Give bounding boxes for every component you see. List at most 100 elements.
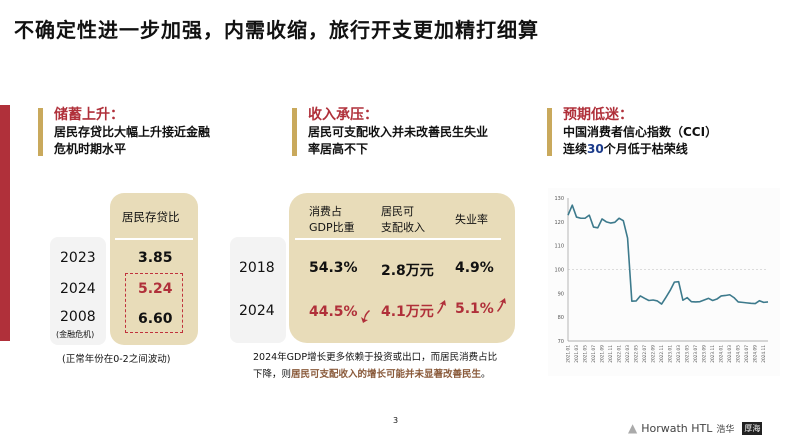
logo-brand: Horwath HTL xyxy=(641,421,713,435)
footnote-line: 2024年GDP增长更多依赖于投资或出口，而居民消费占比 xyxy=(253,352,498,363)
year-column: 2018 2024 xyxy=(230,237,286,343)
subtitle-line: 危机时期水平 xyxy=(54,142,127,156)
expectation-heading: 预期低迷： xyxy=(563,107,633,123)
header-line: 支配收入 xyxy=(381,221,425,234)
y-tick-label: 90 xyxy=(558,291,564,297)
x-tick-label: 2021.03 xyxy=(574,345,580,363)
year-note: (金融危机) xyxy=(56,330,95,339)
arrow-up-icon xyxy=(496,298,506,312)
subtitle-line: 率居高不下 xyxy=(308,142,369,156)
x-tick-label: 2022.03 xyxy=(625,345,631,363)
gold-bar xyxy=(547,108,552,156)
x-tick-label: 2023.11 xyxy=(710,345,716,363)
y-tick-label: 110 xyxy=(554,244,564,250)
subtitle-line: 居民存贷比大幅上升接近金融 xyxy=(54,125,211,139)
x-tick-label: 2022.07 xyxy=(642,345,648,363)
year: 2023 xyxy=(60,250,96,266)
y-tick-label: 100 xyxy=(554,268,564,274)
income-subtitle: 居民可支配收入并未改善民生失业 率居高不下 xyxy=(308,124,488,158)
x-tick-label: 2023.09 xyxy=(702,345,708,363)
x-tick-label: 2021.09 xyxy=(600,345,606,363)
logo-chinese: 浩华 xyxy=(716,424,735,435)
income-heading: 收入承压： xyxy=(308,107,378,123)
subtitle-text: 个月低于枯荣线 xyxy=(603,142,688,156)
arrow-down-icon xyxy=(360,310,370,323)
ratio-value: 6.60 xyxy=(138,311,173,327)
expectation-subtitle: 中国消费者信心指数（CCI） 连续30个月低于枯荣线 xyxy=(563,124,717,158)
income-value: 4.1万元 xyxy=(381,304,434,320)
accent-bar xyxy=(0,105,10,341)
y-tick-label: 120 xyxy=(554,220,564,226)
unemployment-2024: 5.1% xyxy=(455,298,507,317)
y-tick-label: 80 xyxy=(558,315,564,321)
ratio-footnote: (正常年份在0-2之间波动) xyxy=(62,354,171,365)
x-tick-label: 2024.05 xyxy=(736,345,742,363)
unemployment-value: 5.1% xyxy=(455,301,494,317)
x-tick-label: 2022.05 xyxy=(634,345,640,363)
x-tick-label: 2023.05 xyxy=(685,345,691,363)
cci-line xyxy=(567,204,769,305)
subtitle-text: 连续 xyxy=(563,142,588,156)
year-column: 2023 2024 2008 (金融危机) xyxy=(50,237,106,345)
gold-bar xyxy=(38,108,43,156)
savings-heading: 储蓄上升： xyxy=(54,107,124,123)
gdp-share-value: 44.5% xyxy=(309,304,358,320)
subtitle-line: 居民可支配收入并未改善民生失业 xyxy=(308,125,489,139)
gold-bar xyxy=(292,108,297,156)
x-tick-label: 2023.03 xyxy=(676,345,682,363)
footnote-highlight: 居民可支配收入的增长可能并未显著改善民生 xyxy=(291,369,482,380)
ratio-value: 5.24 xyxy=(138,281,173,297)
column-header: 失业率 xyxy=(455,213,488,226)
x-tick-label: 2022.09 xyxy=(651,345,657,363)
year: 2024 xyxy=(60,281,96,297)
footnote-text: 下降，则 xyxy=(253,369,292,380)
x-tick-label: 2022.01 xyxy=(617,345,623,363)
unemployment-value: 4.9% xyxy=(455,260,494,276)
header-line: GDP比重 xyxy=(309,221,355,234)
logo: ▲ Horwath HTL 浩华 厚海 xyxy=(628,421,763,435)
x-tick-label: 2021.01 xyxy=(566,345,572,363)
subtitle-line: 中国消费者信心指数（CCI） xyxy=(563,125,718,139)
gdp-share-2024: 44.5% xyxy=(309,301,371,323)
x-tick-label: 2024.09 xyxy=(753,345,759,363)
savings-subtitle: 居民存贷比大幅上升接近金融 危机时期水平 xyxy=(54,124,210,158)
x-tick-label: 2021.11 xyxy=(608,345,614,363)
year: 2024 xyxy=(239,303,275,319)
column-header: 居民可 支配收入 xyxy=(381,204,425,236)
subtitle-line: 连续30个月低于枯荣线 xyxy=(563,141,717,158)
horwath-logo-icon: ▲ xyxy=(628,421,638,435)
y-tick-label: 130 xyxy=(554,196,564,202)
income-footnote: 2024年GDP增长更多依赖于投资或出口，而居民消费占比 下降，则居民可支配收入… xyxy=(253,349,497,383)
highlight-box xyxy=(125,273,183,333)
subtitle-number: 30 xyxy=(587,142,604,156)
y-tick-label: 70 xyxy=(558,339,564,345)
x-tick-label: 2023.07 xyxy=(693,345,699,363)
income-2024: 4.1万元 xyxy=(381,300,447,321)
x-tick-label: 2023.01 xyxy=(668,345,674,363)
year: 2008 xyxy=(60,309,96,325)
x-tick-label: 2024.03 xyxy=(727,345,733,363)
x-tick-label: 2022.11 xyxy=(659,345,665,363)
divider xyxy=(295,238,501,240)
header-line: 居民可 xyxy=(381,205,414,218)
partner-logo: 厚海 xyxy=(742,421,763,435)
income-value: 2.8万元 xyxy=(381,263,434,279)
x-tick-label: 2024.01 xyxy=(719,345,725,363)
header-line: 消费占 xyxy=(309,205,342,218)
footnote-line: 下降，则居民可支配收入的增长可能并未显著改善民生。 xyxy=(253,366,497,383)
x-tick-label: 2024.07 xyxy=(744,345,750,363)
page-number: 3 xyxy=(393,416,399,425)
column-header: 消费占 GDP比重 xyxy=(309,204,355,236)
x-tick-label: 2021.05 xyxy=(583,345,589,363)
year: 2018 xyxy=(239,260,275,276)
gdp-share-value: 54.3% xyxy=(309,260,358,276)
x-tick-label: 2024.11 xyxy=(761,345,767,363)
column-header: 居民存贷比 xyxy=(122,210,180,224)
cci-chart: 70 80 90 100 110 120 130 2021.01 2021.03 2021.05 2… xyxy=(548,188,780,376)
footnote-text: 。 xyxy=(481,369,491,380)
income-table: 消费占 GDP比重 居民可支配收入 失业率 54.3% 2.8万元 4.9% 44… xyxy=(289,193,515,343)
divider xyxy=(115,238,193,240)
arrow-up-icon xyxy=(436,300,446,314)
ratio-value: 3.85 xyxy=(138,250,173,266)
ratio-column: 居民存贷比 3.85 5.24 6.60 xyxy=(110,193,198,345)
